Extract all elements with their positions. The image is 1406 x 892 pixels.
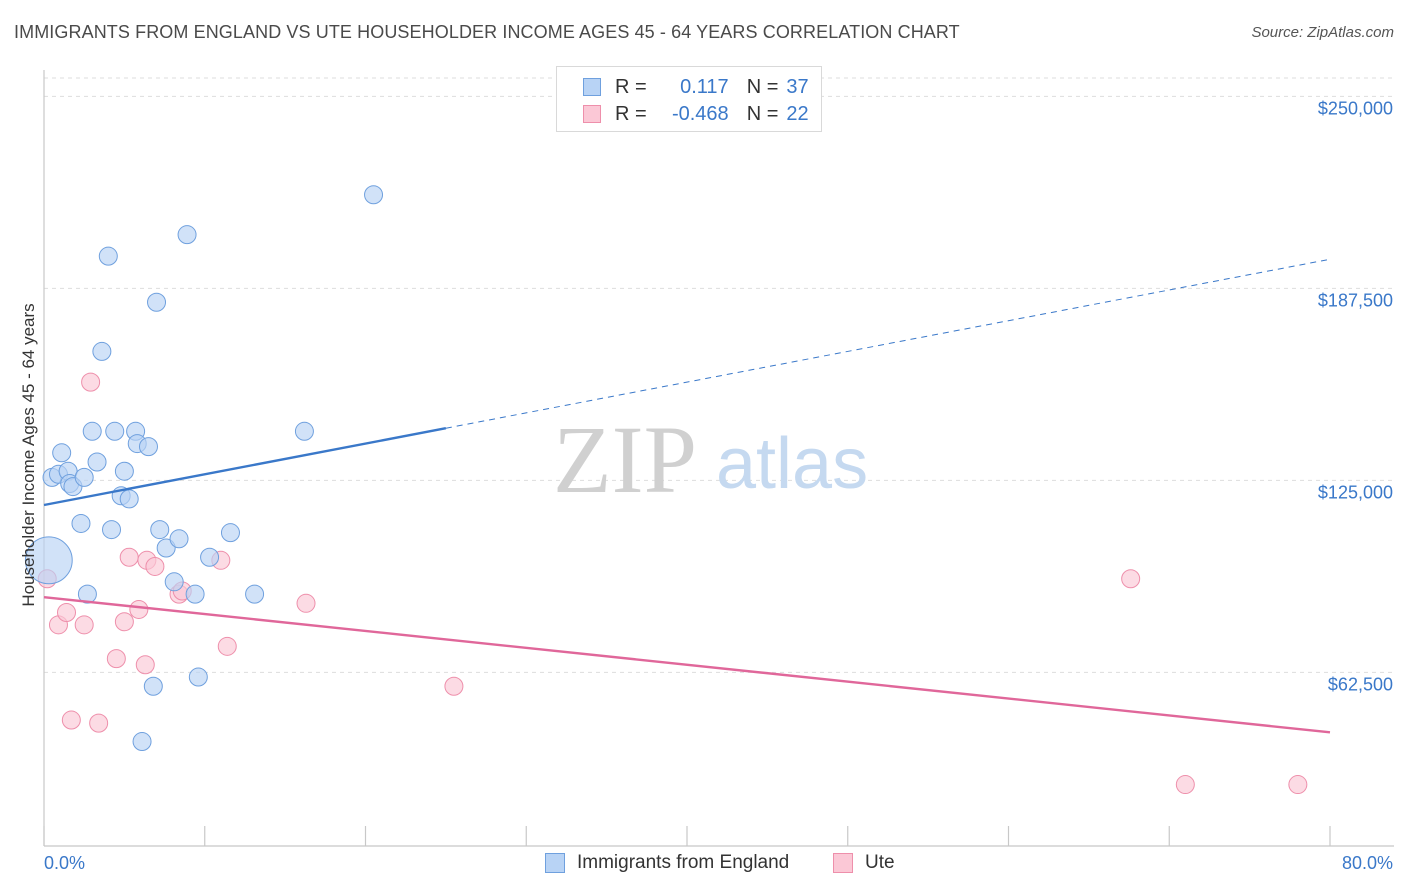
- england-point: [143, 676, 163, 696]
- legend-r-label: R =: [615, 102, 647, 125]
- y-tick-label: $62,500: [1328, 674, 1393, 694]
- ute-point: [106, 649, 126, 669]
- legend-r-label: R =: [615, 75, 647, 98]
- y-tick-label: $187,500: [1318, 290, 1393, 310]
- ute-point: [81, 372, 101, 392]
- legend-swatch-ute: [583, 105, 601, 123]
- ute-point: [119, 547, 139, 567]
- england-point: [114, 461, 134, 481]
- england-point: [364, 185, 384, 205]
- legend-n-label: N =: [746, 102, 779, 125]
- ute-point: [129, 599, 149, 619]
- legend-label-ute: Ute: [865, 852, 895, 873]
- watermark-zip: ZIP: [553, 406, 697, 513]
- legend-swatch-ute: [833, 853, 853, 873]
- gridlines: [44, 77, 1394, 673]
- legend-item-ute[interactable]: Ute: [833, 852, 895, 874]
- england-point: [150, 520, 170, 540]
- chart-title: IMMIGRANTS FROM ENGLAND VS UTE HOUSEHOLD…: [14, 22, 960, 42]
- ute-point: [1175, 775, 1195, 795]
- trend-lines: [43, 258, 1331, 734]
- england-point: [77, 584, 97, 604]
- ute-point: [57, 603, 77, 623]
- x-tick-label-max: 80.0%: [1342, 853, 1393, 873]
- ute-point: [61, 710, 81, 730]
- england-point: [74, 467, 94, 487]
- axes: [43, 70, 1394, 847]
- england-point: [102, 520, 122, 540]
- england-point: [98, 246, 118, 266]
- england-point: [169, 529, 189, 549]
- england-point: [245, 584, 265, 604]
- england-point: [220, 523, 240, 543]
- legend-n-value: 22: [786, 102, 809, 125]
- england-point: [92, 341, 112, 361]
- y-tick-label: $125,000: [1318, 482, 1393, 502]
- y-tick-labels: $62,500 $125,000 $187,500 $250,000: [1318, 98, 1393, 694]
- england-point: [82, 421, 102, 441]
- england-trend-extension: [445, 258, 1331, 429]
- england-point: [87, 452, 107, 472]
- england-point: [188, 667, 208, 687]
- legend-row-ute: R = -0.468 N = 22: [583, 102, 809, 126]
- england-point: [294, 421, 314, 441]
- source-label: Source: ZipAtlas.com: [1251, 24, 1394, 41]
- y-tick-label: $250,000: [1318, 98, 1393, 118]
- england-point: [132, 732, 152, 752]
- england-point: [200, 547, 220, 567]
- legend-n-value: 37: [786, 75, 809, 98]
- legend-row-england: R = 0.117 N = 37: [583, 75, 809, 99]
- england-points: [24, 185, 384, 752]
- england-point: [138, 437, 158, 457]
- legend-r-value: 0.117: [680, 75, 729, 98]
- ute-trend-line: [43, 595, 1331, 734]
- england-point: [185, 584, 205, 604]
- england-point: [164, 572, 184, 592]
- ute-point: [135, 655, 155, 675]
- ute-point: [1288, 775, 1308, 795]
- legend-item-england[interactable]: Immigrants from England: [545, 852, 789, 874]
- england-trend-line: [43, 427, 447, 507]
- watermark: ZIP atlas: [553, 406, 868, 513]
- england-point: [177, 225, 197, 245]
- england-point: [24, 536, 73, 585]
- x-tick-labels: 0.0% 80.0%: [44, 853, 1393, 873]
- legend-swatch-england: [545, 853, 565, 873]
- y-axis-label: Householder Income Ages 45 - 64 years: [19, 303, 38, 606]
- legend-swatch-england: [583, 78, 601, 96]
- england-point: [71, 513, 91, 533]
- england-point: [147, 292, 167, 312]
- legend-r-value: -0.468: [671, 102, 729, 125]
- ute-point: [1121, 569, 1141, 589]
- england-point: [52, 443, 72, 463]
- ute-point: [296, 593, 316, 613]
- ute-point: [145, 556, 165, 576]
- legend-n-label: N =: [746, 75, 779, 98]
- series-legend: Immigrants from England Ute: [0, 852, 1406, 876]
- x-tick-label-min: 0.0%: [44, 853, 85, 873]
- watermark-atlas: atlas: [716, 424, 868, 504]
- correlation-legend: R = 0.117 N = 37 R = -0.468 N = 22: [556, 66, 822, 132]
- ute-point: [74, 615, 94, 635]
- ute-point: [114, 612, 134, 632]
- england-point: [105, 421, 125, 441]
- england-point: [119, 489, 139, 509]
- ute-point: [89, 713, 109, 733]
- ute-point: [444, 676, 464, 696]
- legend-label-england: Immigrants from England: [577, 852, 790, 873]
- ute-point: [217, 636, 237, 656]
- england-point: [156, 538, 176, 558]
